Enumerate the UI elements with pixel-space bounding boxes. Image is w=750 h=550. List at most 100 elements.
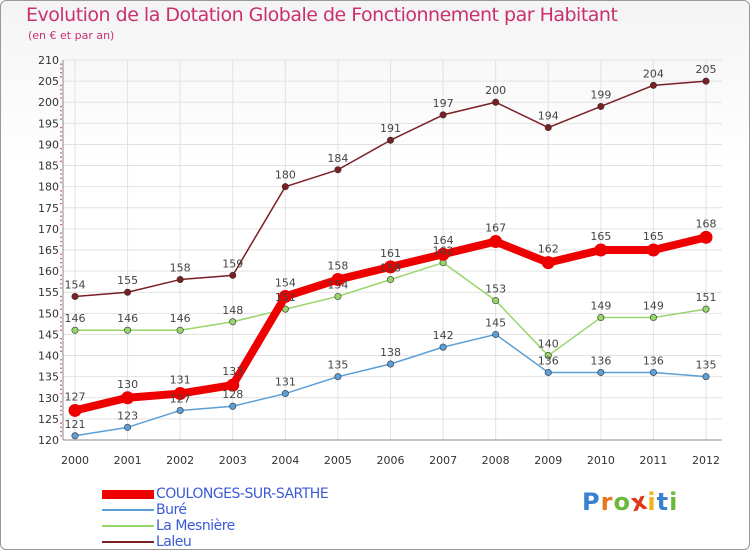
y-tick-label: 185	[38, 160, 59, 173]
y-minor-tick	[60, 434, 62, 437]
y-minor-tick	[60, 76, 62, 78]
y-minor-tick	[60, 388, 62, 391]
data-point-laleu	[281, 183, 289, 191]
data-point-bure	[229, 402, 237, 410]
y-tick-label: 175	[38, 202, 59, 215]
data-label-bure: 138	[380, 346, 401, 359]
data-label-coulonges-sur-sarthe: 162	[538, 243, 559, 256]
data-label-laleu: 154	[65, 278, 86, 291]
x-tick-label: 2002	[166, 454, 194, 467]
y-minor-tick	[60, 253, 62, 256]
y-tick-label: 190	[38, 138, 59, 151]
y-minor-tick	[60, 147, 62, 150]
y-minor-tick	[60, 92, 62, 95]
data-point-la-mesniere	[544, 352, 552, 360]
data-point-la-mesniere	[124, 326, 132, 334]
data-label-bure: 136	[643, 354, 664, 367]
data-point-la-mesniere	[702, 305, 710, 313]
data-point-coulonges-sur-sarthe	[173, 387, 187, 401]
data-point-coulonges-sur-sarthe	[699, 230, 713, 244]
y-minor-tick	[60, 426, 62, 429]
data-point-bure	[492, 330, 500, 338]
y-minor-tick	[60, 329, 62, 332]
data-point-la-mesniere	[597, 314, 605, 322]
data-label-laleu: 204	[643, 67, 664, 80]
y-minor-tick	[60, 367, 62, 370]
y-minor-tick	[60, 299, 62, 302]
data-label-laleu: 200	[485, 84, 506, 97]
chart-subtitle: (en € et par an)	[28, 29, 115, 42]
data-point-coulonges-sur-sarthe	[594, 243, 608, 257]
y-minor-tick	[60, 223, 62, 226]
data-point-laleu	[702, 77, 710, 85]
y-minor-tick	[60, 177, 62, 180]
data-point-coulonges-sur-sarthe	[331, 273, 345, 287]
y-minor-tick	[60, 337, 62, 340]
data-point-bure	[71, 432, 79, 440]
y-minor-tick	[60, 384, 62, 386]
legend-swatch	[102, 489, 154, 499]
y-minor-tick	[60, 211, 62, 213]
y-minor-tick	[60, 342, 62, 344]
data-point-coulonges-sur-sarthe	[384, 260, 397, 274]
data-label-bure: 135	[327, 359, 348, 372]
y-tick-label: 130	[38, 392, 59, 405]
data-point-la-mesniere	[334, 292, 342, 300]
x-tick-label: 2000	[61, 454, 89, 467]
data-point-coulonges-sur-sarthe	[436, 247, 450, 261]
data-label-la-mesniere: 149	[590, 300, 611, 313]
data-label-la-mesniere: 140	[538, 338, 559, 351]
y-minor-tick	[60, 350, 62, 353]
data-label-laleu: 180	[275, 169, 296, 182]
data-point-bure	[176, 406, 184, 414]
y-minor-tick	[60, 430, 62, 433]
x-tick-label: 2006	[377, 454, 405, 467]
y-minor-tick	[60, 422, 62, 424]
data-point-la-mesniere	[71, 326, 79, 334]
data-label-la-mesniere: 162	[433, 245, 454, 258]
y-minor-tick	[60, 371, 62, 374]
data-label-laleu: 159	[222, 257, 243, 270]
data-point-bure	[544, 368, 552, 376]
y-minor-tick	[60, 346, 62, 348]
x-tick-label: 2010	[587, 454, 615, 467]
x-tick-label: 2011	[639, 454, 667, 467]
y-tick-label: 150	[38, 307, 59, 320]
data-label-la-mesniere: 151	[696, 291, 717, 304]
y-minor-tick	[60, 71, 62, 74]
chart-title: Evolution de la Dotation Globale de Fonc…	[26, 4, 618, 26]
data-point-laleu	[544, 124, 552, 132]
data-point-la-mesniere	[229, 318, 237, 326]
data-label-laleu: 199	[590, 88, 611, 101]
y-tick-label: 160	[38, 265, 59, 278]
legend-label: La Mesnière	[156, 518, 235, 534]
data-label-coulonges-sur-sarthe: 161	[380, 247, 401, 260]
series-group	[68, 77, 713, 440]
data-labels: 154 155 158 159 180 184 191 197 200 194 199 204 205 1…	[65, 63, 717, 431]
legend-label: Laleu	[156, 534, 192, 550]
y-minor-tick	[60, 130, 62, 133]
logo-letter: t	[656, 488, 670, 516]
y-minor-tick	[60, 63, 62, 66]
y-minor-tick	[60, 232, 62, 234]
data-point-bure	[649, 368, 657, 376]
y-minor-tick	[60, 135, 62, 137]
y-minor-tick	[60, 126, 62, 129]
y-minor-tick	[60, 295, 62, 298]
x-tick-label: 2003	[219, 454, 247, 467]
y-minor-tick	[60, 363, 62, 365]
y-minor-tick	[60, 266, 62, 268]
data-label-la-mesniere: 146	[170, 312, 191, 325]
y-minor-tick	[60, 244, 62, 247]
data-label-bure: 145	[485, 316, 506, 329]
y-minor-tick	[60, 358, 62, 361]
data-point-la-mesniere	[386, 276, 394, 284]
data-point-laleu	[176, 276, 184, 284]
logo-letter: o	[613, 488, 631, 516]
y-minor-tick	[60, 198, 62, 201]
y-minor-tick	[60, 282, 62, 285]
data-label-laleu: 158	[170, 262, 191, 275]
data-point-bure	[439, 343, 447, 351]
data-label-coulonges-sur-sarthe: 168	[696, 217, 717, 230]
